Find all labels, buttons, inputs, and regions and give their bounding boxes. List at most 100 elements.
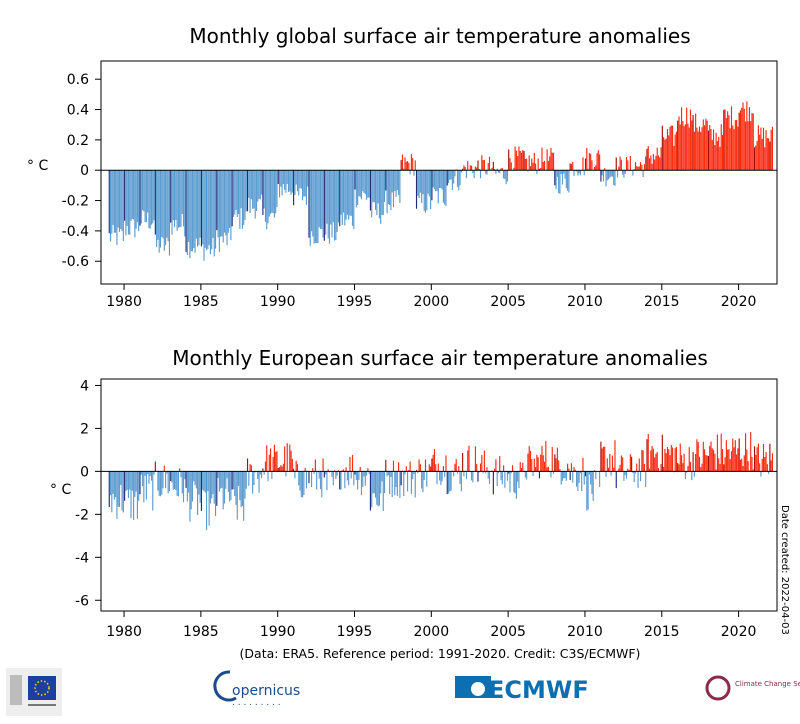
bar-month (261, 170, 263, 195)
bar-month (564, 170, 566, 179)
bar-month (677, 120, 679, 171)
bar-month (147, 170, 149, 213)
bar-month (608, 170, 610, 180)
bar-month (296, 464, 299, 472)
bar-month (225, 471, 227, 489)
bar-month (765, 130, 767, 171)
bar-month (332, 170, 334, 223)
bar-month (159, 471, 162, 497)
bar-month (398, 170, 400, 196)
bar-month (739, 110, 742, 171)
bar-month (218, 170, 220, 252)
bar-month (377, 471, 379, 507)
bar-month (533, 458, 535, 472)
bar-month (172, 170, 174, 221)
bar-month (208, 170, 210, 246)
bar-month (424, 459, 427, 472)
ecmwf-logo: ECMWF (455, 676, 589, 704)
bar-month (766, 464, 768, 472)
bar-month (702, 119, 704, 171)
bar-month (191, 170, 194, 252)
bar-month (724, 109, 726, 171)
bar-month (753, 147, 756, 171)
bar-month (515, 150, 517, 171)
bar-month (595, 471, 597, 480)
bar-month (518, 471, 520, 489)
bar-month (674, 134, 676, 171)
bar-month (706, 455, 708, 472)
bar-month (149, 471, 151, 477)
bar-month (394, 170, 396, 192)
bar-month (552, 471, 555, 474)
bar-month (718, 458, 720, 472)
bar-month (161, 170, 163, 238)
bar-month (665, 453, 667, 472)
bar-month (711, 448, 713, 472)
bar-month (314, 459, 316, 472)
bar-month (221, 170, 223, 237)
bar-month (718, 136, 720, 171)
bar-month (520, 468, 523, 472)
bar-month (323, 471, 325, 478)
bar-month (732, 438, 734, 472)
bar-month (408, 162, 410, 171)
bar-month (159, 170, 162, 248)
bar-month (108, 471, 110, 507)
bar-month (543, 160, 546, 171)
bar-month (762, 443, 765, 472)
bar-month (442, 170, 444, 203)
bar-month (488, 156, 491, 171)
bar-month (689, 109, 692, 171)
bar-month (696, 127, 698, 171)
bar-month (321, 471, 323, 498)
bar-month (303, 170, 305, 197)
bar-month (529, 166, 532, 171)
bar-month (176, 170, 178, 231)
x-tick-label: 1995 (337, 624, 373, 640)
bar-month (723, 109, 725, 171)
bar-month (460, 170, 462, 173)
global-y-axis-label: ° C (27, 158, 48, 174)
x-tick-label: 2005 (490, 624, 526, 640)
bar-month (567, 463, 569, 472)
bar-month (385, 459, 387, 472)
bar-month (158, 170, 160, 253)
bar-month (561, 170, 564, 185)
bar-month (309, 170, 311, 246)
bar-month (281, 466, 283, 472)
bar-month (291, 170, 293, 193)
bar-month (177, 170, 179, 228)
bar-month (185, 170, 187, 253)
bar-month (599, 154, 601, 171)
bar-month (348, 170, 350, 220)
bar-month (253, 471, 255, 486)
bar-month (331, 471, 333, 477)
bar-month (412, 471, 414, 480)
bar-month (533, 152, 535, 171)
bar-month (413, 170, 415, 176)
bar-month (257, 471, 259, 479)
bar-month (531, 458, 533, 472)
bar-month (663, 137, 665, 171)
bar-month (527, 453, 529, 472)
bar-month (584, 158, 587, 171)
bar-month (245, 471, 247, 489)
bar-month (125, 170, 127, 236)
bar-month (373, 471, 375, 494)
bar-month (234, 471, 236, 497)
bar-month (275, 451, 277, 472)
bar-month (412, 158, 414, 171)
bar-month (276, 451, 278, 472)
bar-month (240, 471, 242, 508)
bar-month (249, 170, 251, 214)
europe-chart-title: Monthly European surface air temperature… (172, 346, 708, 370)
bar-month (542, 161, 544, 171)
bar-month (229, 170, 231, 228)
bar-month (387, 471, 389, 476)
bar-month (232, 471, 235, 490)
bar-month (441, 471, 443, 482)
bar-month (166, 170, 168, 238)
bar-month (380, 170, 382, 224)
bar-month (166, 471, 168, 474)
y-tick-label: 0.2 (67, 133, 89, 149)
